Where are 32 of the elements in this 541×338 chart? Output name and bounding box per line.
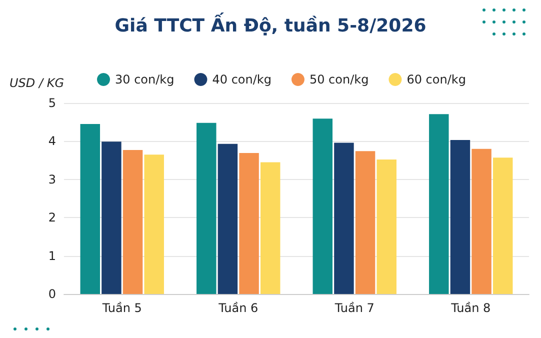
y-tick-label: 0 bbox=[48, 287, 56, 301]
bar bbox=[492, 158, 513, 294]
x-tick-label: Tuần 7 bbox=[334, 301, 374, 315]
bar bbox=[80, 124, 100, 294]
bar bbox=[312, 118, 333, 294]
bar bbox=[144, 154, 164, 294]
y-tick-label: 4 bbox=[48, 134, 56, 148]
legend-label: 40 con/kg bbox=[212, 72, 272, 86]
bar bbox=[196, 122, 216, 294]
bar bbox=[239, 153, 259, 294]
x-tick-label: Tuần 6 bbox=[218, 301, 258, 315]
y-tick-label: 5 bbox=[48, 96, 56, 110]
x-tick-label: Tuần 5 bbox=[101, 301, 142, 315]
bar bbox=[472, 148, 492, 294]
bar bbox=[355, 151, 376, 294]
bar bbox=[122, 150, 143, 294]
x-tick-label: Tuần 8 bbox=[450, 301, 491, 315]
chart-title: Giá TTCT Ấn Độ, tuần 5-8/2026 bbox=[114, 12, 426, 36]
y-axis-title: USD / KG bbox=[10, 76, 64, 90]
bar bbox=[450, 140, 470, 294]
bar bbox=[260, 162, 280, 294]
y-tick-label: 1 bbox=[48, 248, 56, 263]
y-tick-label: 2 bbox=[48, 210, 56, 225]
legend-label: 30 con/kg bbox=[115, 72, 174, 86]
legend-label: 50 con/kg bbox=[309, 72, 369, 86]
y-tick-label: 3 bbox=[48, 172, 56, 186]
bar bbox=[334, 142, 354, 294]
legend-label: 60 con/kg bbox=[406, 72, 466, 86]
bar bbox=[102, 142, 122, 294]
bar bbox=[218, 144, 238, 294]
bar bbox=[429, 114, 449, 294]
bar bbox=[376, 160, 396, 294]
